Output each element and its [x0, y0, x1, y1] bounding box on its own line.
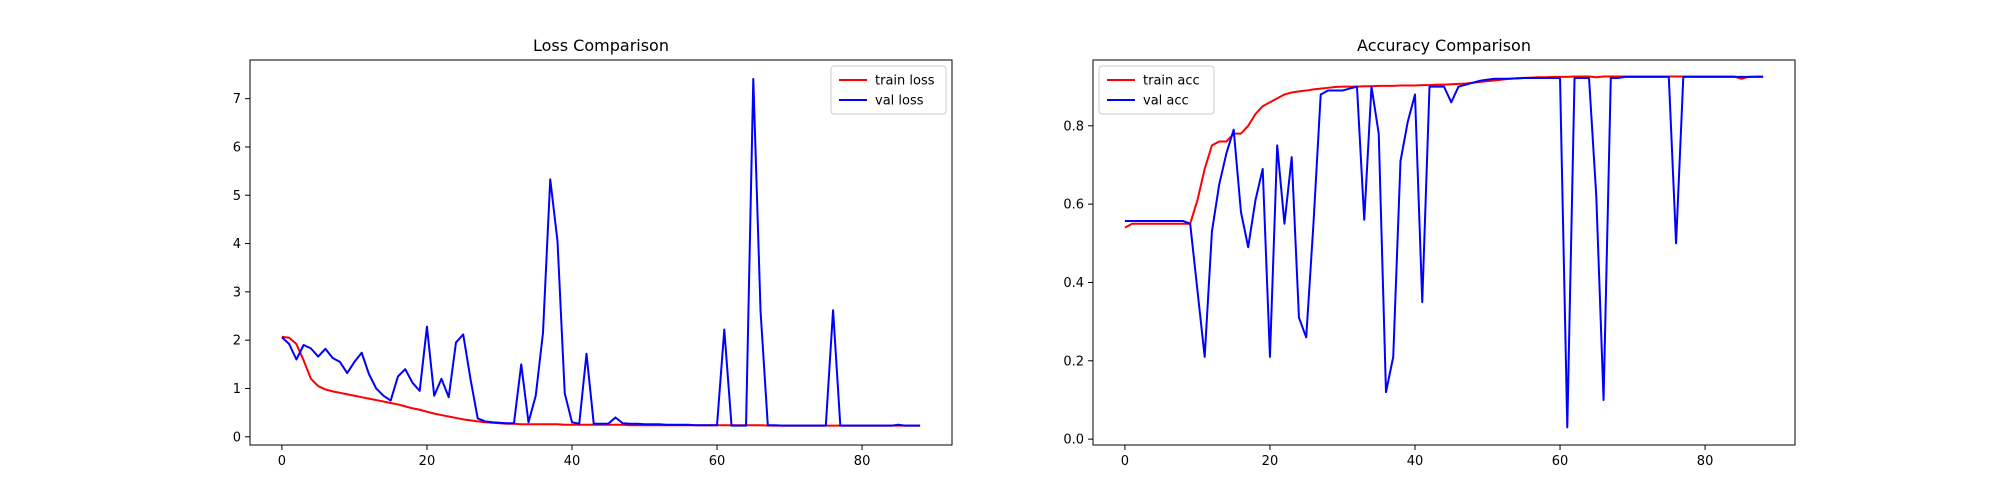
loss-chart-x-tick-label: 60 — [709, 454, 726, 469]
accuracy-chart-legend-label: val acc — [1143, 94, 1189, 109]
loss-chart-y-tick-label: 5 — [233, 189, 241, 204]
accuracy-chart-y-tick-label: 0.4 — [1063, 276, 1084, 291]
loss-chart-y-tick-label: 0 — [233, 430, 241, 445]
loss-chart-y-tick-label: 3 — [233, 285, 241, 300]
loss-chart-x-tick-label: 20 — [419, 454, 436, 469]
accuracy-chart-title: Accuracy Comparison — [1357, 36, 1531, 55]
accuracy-chart-x-tick-label: 40 — [1407, 454, 1424, 469]
accuracy-chart-legend-label: train acc — [1143, 74, 1200, 89]
accuracy-chart-y-tick-label: 0.2 — [1063, 354, 1084, 369]
loss-chart-y-tick-label: 4 — [233, 237, 241, 252]
accuracy-chart-plot-area — [1124, 75, 1764, 429]
loss-chart-y-tick-label: 2 — [233, 334, 241, 349]
loss-chart-title: Loss Comparison — [533, 36, 669, 55]
loss-chart-axes: 0 20 40 60 80 0 1 2 3 4 5 6 7 — [233, 92, 871, 469]
accuracy-chart-frame — [1092, 59, 1796, 446]
loss-chart-legend-label: train loss — [875, 74, 935, 89]
loss-chart-x-tick-label: 0 — [278, 454, 286, 469]
accuracy-chart-x-tick-label: 0 — [1121, 454, 1129, 469]
loss-chart-x-tick-label: 80 — [854, 454, 871, 469]
accuracy-chart-legend: train acc val acc — [1098, 65, 1215, 115]
loss-chart-frame — [249, 59, 953, 446]
accuracy-chart-legend-box — [1098, 65, 1215, 115]
loss-chart-series-val-loss — [281, 77, 921, 427]
loss-chart-x-tick-label: 40 — [564, 454, 581, 469]
accuracy-chart-y-tick-label: 0.0 — [1063, 433, 1084, 448]
accuracy-chart: Accuracy Comparison 0 20 40 60 80 0.0 0.2 0.4 0.… — [1063, 36, 1796, 469]
accuracy-chart-y-tick-label: 0.6 — [1063, 198, 1084, 213]
accuracy-chart-y-tick-label: 0.8 — [1063, 119, 1084, 134]
loss-chart-legend-label: val loss — [875, 94, 924, 109]
loss-chart-y-tick-label: 1 — [233, 382, 241, 397]
loss-chart-y-tick-label: 7 — [233, 92, 241, 107]
accuracy-chart-x-tick-label: 80 — [1697, 454, 1714, 469]
loss-chart-legend-box — [830, 65, 947, 115]
loss-chart-plot-area — [281, 77, 921, 427]
accuracy-chart-x-tick-label: 60 — [1552, 454, 1569, 469]
loss-chart-y-tick-label: 6 — [233, 140, 241, 155]
loss-chart-legend: train loss val loss — [830, 65, 947, 115]
accuracy-chart-x-tick-label: 20 — [1262, 454, 1279, 469]
loss-chart: Loss Comparison 0 20 40 60 80 0 1 2 3 4 5 6 7 train … — [233, 36, 953, 469]
accuracy-chart-axes: 0 20 40 60 80 0.0 0.2 0.4 0.6 0.8 — [1063, 119, 1713, 469]
accuracy-chart-series-val-acc — [1124, 75, 1764, 429]
